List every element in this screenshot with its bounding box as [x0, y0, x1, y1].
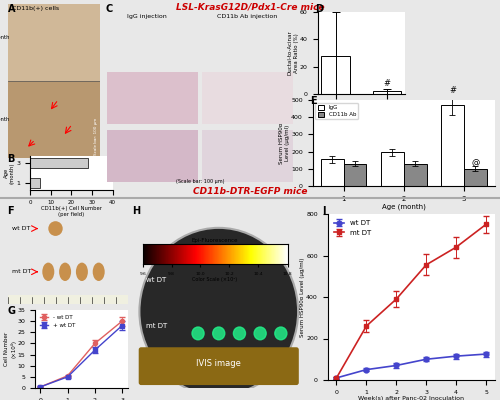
Bar [321, 159, 344, 186]
Ellipse shape [42, 263, 54, 281]
Bar [107, 72, 198, 124]
Bar [322, 56, 349, 94]
Legend: - wt DT, + wt DT: - wt DT, + wt DT [38, 313, 78, 330]
Text: LSL-KrasG12D/Pdx1-Cre mice: LSL-KrasG12D/Pdx1-Cre mice [176, 2, 324, 11]
Text: Scale bar: 100 μm: Scale bar: 100 μm [94, 118, 98, 155]
Y-axis label: Ductal-to-Acinar
Area Ratio (%): Ductal-to-Acinar Area Ratio (%) [288, 31, 298, 75]
Text: #: # [449, 86, 456, 95]
Title: Epi-Fluorescence: Epi-Fluorescence [192, 238, 238, 243]
Text: IgG injection: IgG injection [127, 14, 166, 19]
X-axis label: Color Scale (×10⁴): Color Scale (×10⁴) [192, 277, 238, 282]
Text: CD11b(+) cells: CD11b(+) cells [12, 6, 59, 10]
Text: D: D [315, 4, 323, 14]
Y-axis label: Age
(month): Age (month) [4, 162, 15, 184]
Text: G: G [8, 306, 16, 316]
Bar [441, 105, 464, 186]
Circle shape [140, 228, 298, 395]
Text: IVIS image: IVIS image [196, 359, 241, 368]
Text: CD11b Ab injection: CD11b Ab injection [218, 14, 278, 19]
Text: (Scale bar: 100 μm): (Scale bar: 100 μm) [176, 179, 224, 184]
Text: mt DT: mt DT [12, 269, 32, 274]
Bar [30, 178, 40, 188]
Text: H: H [132, 206, 140, 216]
X-axis label: Age (month): Age (month) [382, 203, 426, 210]
Bar [30, 158, 88, 168]
Ellipse shape [59, 263, 71, 281]
Bar [464, 169, 486, 186]
Text: B: B [8, 154, 15, 164]
Text: CD11b-DTR-EGFP mice: CD11b-DTR-EGFP mice [193, 187, 307, 196]
Circle shape [234, 327, 245, 340]
Text: C: C [105, 4, 112, 14]
Circle shape [275, 327, 287, 340]
Bar [381, 152, 404, 186]
Bar [107, 130, 198, 182]
Y-axis label: Serum HSP90α
Level (μg/ml): Serum HSP90α Level (μg/ml) [279, 122, 289, 164]
Bar [8, 81, 100, 158]
X-axis label: CD11b(+) Cell Number
(per field): CD11b(+) Cell Number (per field) [41, 206, 102, 217]
Bar [8, 4, 100, 81]
Text: mt DT: mt DT [146, 323, 168, 329]
Y-axis label: Serum HSP90α Level (μg/ml): Serum HSP90α Level (μg/ml) [300, 257, 304, 337]
Bar [202, 188, 293, 240]
Bar [8, 295, 128, 304]
X-axis label: Week(s) after Panc-02 Inoculation: Week(s) after Panc-02 Inoculation [358, 396, 464, 400]
Bar [107, 188, 198, 240]
Ellipse shape [48, 221, 62, 236]
Bar [202, 72, 293, 124]
Text: wt DT: wt DT [12, 226, 30, 231]
Bar [202, 130, 293, 182]
Bar [373, 91, 401, 94]
Legend: wt DT, mt DT: wt DT, mt DT [331, 218, 374, 238]
FancyBboxPatch shape [140, 348, 298, 384]
Text: E: E [310, 96, 316, 106]
Text: @: @ [471, 158, 480, 167]
Circle shape [212, 327, 225, 340]
Y-axis label: Cell Number
(×10⁴): Cell Number (×10⁴) [4, 332, 16, 366]
Text: I: I [322, 206, 326, 216]
Legend: IgG, CD11b Ab: IgG, CD11b Ab [316, 103, 358, 119]
Bar [404, 164, 426, 186]
Bar [344, 164, 366, 186]
Circle shape [254, 327, 266, 340]
Text: 3-month: 3-month [0, 117, 10, 122]
Text: 1-month: 1-month [0, 35, 10, 40]
Ellipse shape [92, 263, 104, 281]
Text: wt DT: wt DT [146, 278, 167, 284]
Ellipse shape [76, 263, 88, 281]
Text: A: A [8, 4, 15, 14]
Text: #: # [114, 158, 121, 167]
Text: F: F [8, 206, 14, 216]
Text: #: # [384, 79, 390, 88]
Circle shape [192, 327, 204, 340]
